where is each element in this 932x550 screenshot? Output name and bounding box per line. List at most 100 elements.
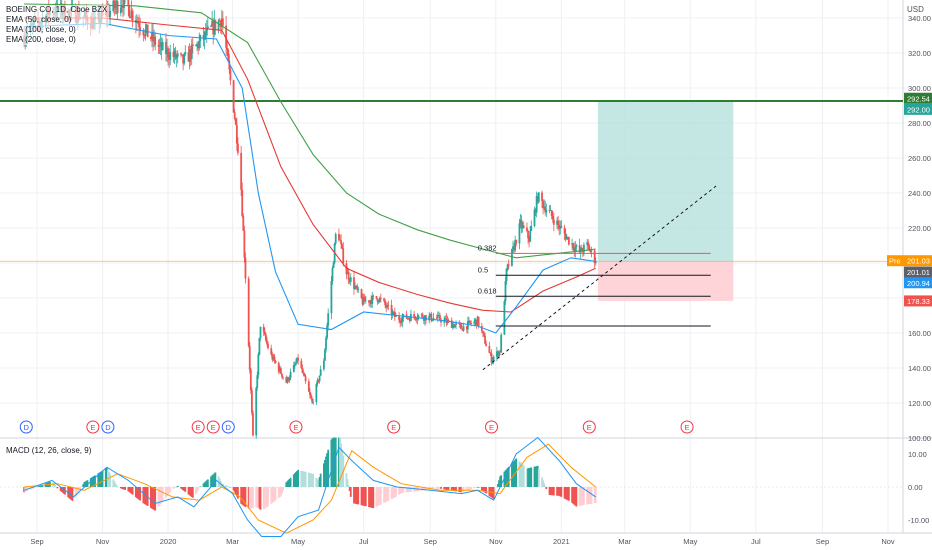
candle-body (450, 320, 453, 328)
macd-histogram-bar (267, 487, 269, 507)
time-tick-label: Sep (30, 537, 43, 546)
candle-body (220, 18, 223, 27)
candle-body (115, 1, 118, 7)
candle-body (296, 357, 298, 363)
drawings: 0.382 0.5 0.618 (478, 185, 717, 371)
macd-histogram-bar (333, 437, 336, 487)
macd-histogram-bar (420, 487, 423, 491)
macd-histogram-bar (522, 465, 525, 487)
candle-body (213, 19, 216, 35)
macd-histogram-bar (139, 487, 142, 501)
last-price-badge-bg (904, 266, 932, 278)
macd-histogram-bar (281, 487, 283, 494)
candle-body (422, 317, 425, 321)
macd-tick-label: 0.00 (908, 483, 923, 492)
candle-body (302, 372, 305, 374)
last-price-badge: 201.01 (907, 268, 930, 277)
candle-body (228, 60, 231, 70)
macd-histogram-bar (282, 487, 284, 491)
candle-body (391, 312, 394, 316)
macd-histogram-bar (563, 487, 566, 499)
time-tick-label: Mar (618, 537, 631, 546)
price-tick-label: 120.00 (908, 399, 931, 408)
candle-body (580, 247, 583, 252)
candle-body (219, 20, 222, 27)
candle-body (581, 251, 584, 253)
macd-histogram-bar (548, 487, 551, 496)
macd-histogram-bar (91, 476, 94, 487)
candle-body (270, 348, 273, 355)
candle-body (196, 43, 198, 46)
candle-body (217, 20, 220, 31)
macd-histogram-bar (447, 487, 450, 491)
candle-body (330, 281, 333, 314)
macd-histogram-bar (202, 483, 205, 487)
candle-body (544, 206, 547, 213)
macd-histogram-bar (506, 468, 509, 487)
candle-body (474, 319, 477, 322)
macd-histogram-bar (354, 487, 356, 504)
fib-level-label: 0.618 (478, 286, 497, 295)
candle-body (127, 0, 130, 7)
candle-body (266, 340, 268, 344)
time-tick-label: May (683, 537, 697, 546)
candle-body (495, 351, 498, 357)
candle-body (461, 328, 464, 331)
macd-histogram-bar (75, 487, 78, 496)
macd-histogram-bar (331, 438, 334, 487)
candle-body (295, 362, 297, 365)
candle-body (379, 297, 382, 299)
macd-histogram-bar (536, 465, 539, 487)
candle-body (142, 30, 145, 36)
macd-histogram-bar (55, 486, 58, 488)
candle-body (566, 236, 569, 238)
earnings-marker-label: E (196, 423, 201, 432)
macd-histogram-bar (123, 487, 125, 490)
resistance-badge-bg (904, 92, 932, 104)
macd-signal-line (24, 443, 597, 534)
candle-body (316, 380, 319, 384)
candle-body (324, 349, 326, 361)
macd-histogram-bar (228, 486, 231, 488)
macd-histogram-bar (204, 481, 207, 487)
candle-body (527, 230, 529, 239)
macd-histogram-bar (37, 486, 39, 488)
macd-histogram-bar (437, 487, 440, 489)
candle-body (401, 317, 404, 323)
macd-histogram-bar (443, 487, 446, 490)
candle-body (227, 49, 230, 61)
macd-histogram-bar (324, 459, 326, 487)
candle-body (416, 318, 419, 320)
price-tick-label: 300.00 (908, 84, 931, 93)
macd-histogram-bar (511, 463, 513, 487)
candle-body (357, 289, 360, 290)
macd-histogram-bar (128, 487, 131, 493)
macd-histogram-bar (264, 487, 267, 508)
candle-body (470, 323, 472, 324)
macd-histogram-bar (70, 487, 73, 500)
ema50-badge: 200.94 (907, 279, 930, 288)
macd-histogram-bar (182, 487, 185, 491)
ema50-legend: EMA (50, close, 0) (6, 15, 72, 24)
macd-histogram-bar (301, 471, 304, 487)
macd-histogram-bar (477, 487, 480, 488)
macd-histogram-bar (401, 487, 404, 493)
macd-histogram-bar (172, 487, 175, 489)
candle-body (204, 31, 207, 36)
candle-body (571, 243, 573, 245)
candle-body (252, 412, 254, 436)
candle-body (326, 325, 329, 338)
macd-histogram-bar (295, 472, 297, 487)
candle-body (455, 323, 457, 325)
candle-body (362, 296, 365, 305)
macd-histogram-bar (474, 487, 477, 488)
ema50-badge-bg (904, 277, 932, 289)
macd-histogram-bar (466, 487, 469, 491)
candle-body (372, 295, 375, 297)
candles (23, 0, 597, 439)
time-tick-label: Nov (96, 537, 110, 546)
earnings-marker-label: E (391, 423, 396, 432)
candle-body (289, 371, 292, 378)
macd-histogram-bar (400, 487, 403, 493)
